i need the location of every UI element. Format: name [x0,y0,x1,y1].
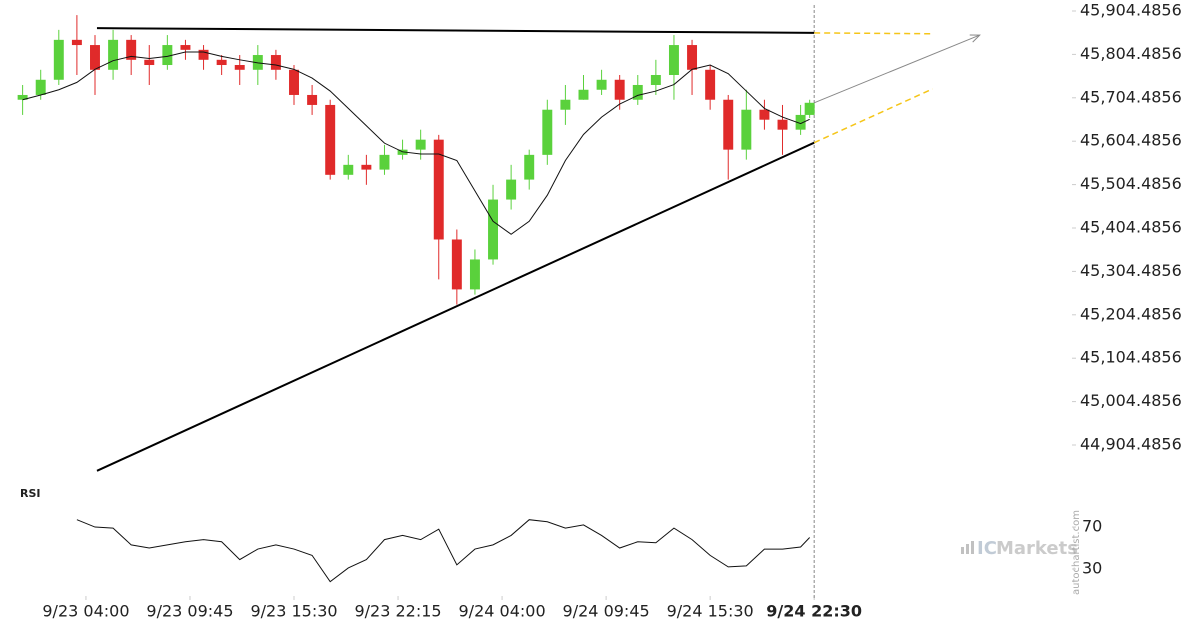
x-tick-label: 9/24 22:30 [766,602,862,621]
y-tick-label: 44,904.4856 [1080,435,1182,454]
logo-bar [966,544,969,554]
candle-body [632,84,643,100]
candle-body [361,164,372,170]
candle-body [35,79,46,95]
trendline [813,88,933,144]
y-tick-label: 45,304.4856 [1080,261,1182,280]
brand: Markets [996,538,1078,559]
candle-body [542,109,553,155]
x-tick-label: 9/23 22:15 [354,602,441,621]
trendline [814,32,933,35]
candle-body [17,94,28,100]
brand-prefix: IC [977,538,997,559]
candle-body [433,139,444,240]
candle-body [108,39,119,70]
candle-body [379,154,390,170]
candle-body [415,139,426,150]
candle-body [777,119,788,130]
candle-body [650,74,661,85]
candle-body [216,59,227,66]
candle-body [90,45,100,70]
candle-body [126,39,137,60]
x-tick-label: 9/23 04:00 [42,602,129,621]
rsi-line [76,519,811,583]
candle-body [53,39,64,80]
candle-body [198,49,209,60]
candle-body [578,89,589,100]
moving-average [22,51,810,235]
candle-body [162,45,173,66]
candle-body [506,179,517,200]
y-tick-label: 45,804.4856 [1080,44,1182,63]
logo-bar [961,547,964,554]
candle-body [289,69,299,95]
y-tick-label: 45,404.4856 [1080,217,1182,236]
x-tick-label: 9/24 04:00 [459,602,546,621]
rsi-label: RSI [20,487,41,500]
y-tick-label: 45,004.4856 [1080,391,1182,410]
candle-body [325,104,336,175]
candle-body [804,102,815,115]
logo-bar [971,541,974,554]
candle-body [741,109,752,150]
y-tick-label: 45,204.4856 [1080,304,1182,323]
candle-body [488,199,499,260]
candle-body [596,79,607,90]
rsi-tick-label: 30 [1082,559,1102,578]
candle-body [759,109,770,120]
candle-body [560,99,571,110]
candle-body [469,259,480,290]
y-tick-label: 45,604.4856 [1080,131,1182,150]
candle-body [524,154,535,180]
y-tick-label: 45,704.4856 [1080,87,1182,106]
trendline [96,141,815,472]
candle-body [614,79,625,100]
candle-body [234,65,245,70]
y-tick-label: 45,104.4856 [1080,348,1182,367]
candle-body [144,59,155,66]
x-tick-label: 9/24 15:30 [667,602,754,621]
candle-body [705,69,716,100]
candle-body [723,99,734,150]
candle-body [180,45,191,50]
candle-body [451,239,462,290]
candle-body [71,39,82,46]
y-tick-label: 45,504.4856 [1080,174,1182,193]
rsi-tick-label: 70 [1082,517,1102,536]
candle-body [270,55,281,70]
x-tick-label: 9/23 09:45 [146,602,233,621]
candle-body [668,45,679,75]
source: autochartist.com [1071,510,1082,595]
trendline [813,34,980,104]
y-tick-label: 45,904.4856 [1080,0,1182,19]
arrow-head [969,34,981,43]
candle-body [307,94,318,105]
watermark: IC Markets [961,538,1078,559]
x-tick-label: 9/24 09:45 [563,602,650,621]
x-tick-label: 9/23 15:30 [250,602,337,621]
trendline [96,27,815,34]
candle-body [687,45,698,70]
candle-body [795,114,806,130]
candle-body [343,164,354,175]
